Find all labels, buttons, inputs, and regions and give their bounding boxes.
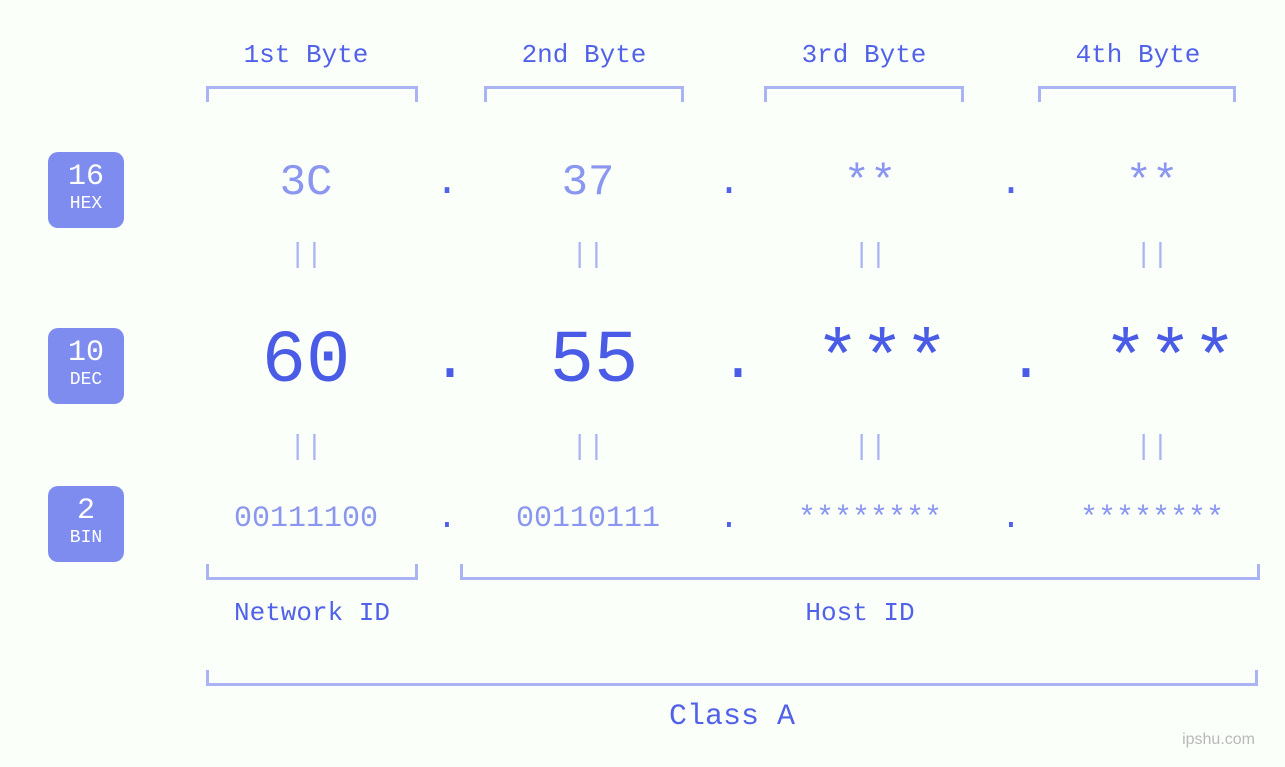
class-bracket	[206, 670, 1258, 686]
dot: .	[1008, 328, 1044, 396]
hex-row: 3C . 37 . ** . **	[180, 158, 1255, 208]
dec-byte-3: ***	[756, 320, 1008, 404]
dot: .	[720, 328, 756, 396]
byte-bracket-1	[206, 86, 418, 102]
base-label-bin: BIN	[70, 526, 102, 551]
equals-row-2	[180, 432, 1255, 463]
class-label: Class A	[206, 700, 1258, 734]
network-id-label: Network ID	[206, 598, 418, 628]
dot: .	[432, 161, 462, 206]
hex-byte-2: 37	[462, 158, 714, 208]
equals-icon	[1026, 240, 1278, 271]
equals-icon	[180, 432, 432, 463]
equals-icon	[1026, 432, 1278, 463]
base-num-hex: 16	[68, 162, 104, 192]
dec-row: 60 . 55 . *** . ***	[180, 320, 1255, 404]
network-id-bracket	[206, 564, 418, 580]
byte-bracket-4	[1038, 86, 1236, 102]
bin-byte-3: ********	[744, 502, 996, 536]
equals-icon	[180, 240, 432, 271]
byte-bracket-3	[764, 86, 964, 102]
host-id-bracket	[460, 564, 1260, 580]
base-num-bin: 2	[77, 496, 95, 526]
dot: .	[996, 500, 1026, 538]
bin-byte-2: 00110111	[462, 502, 714, 536]
dot: .	[432, 328, 468, 396]
dec-byte-2: 55	[468, 320, 720, 404]
byte-header-2: 2nd Byte	[474, 40, 694, 70]
dot: .	[996, 161, 1026, 206]
dec-byte-1: 60	[180, 320, 432, 404]
ip-diagram: 1st Byte 2nd Byte 3rd Byte 4th Byte 16 H…	[0, 0, 1285, 767]
byte-header-1: 1st Byte	[196, 40, 416, 70]
bin-byte-1: 00111100	[180, 502, 432, 536]
byte-header-3: 3rd Byte	[754, 40, 974, 70]
byte-bracket-2	[484, 86, 684, 102]
watermark: ipshu.com	[1182, 731, 1255, 749]
hex-byte-1: 3C	[180, 158, 432, 208]
equals-icon	[462, 240, 714, 271]
base-label-hex: HEX	[70, 192, 102, 217]
hex-byte-3: **	[744, 158, 996, 208]
equals-icon	[462, 432, 714, 463]
base-badge-dec: 10 DEC	[48, 328, 124, 404]
byte-header-4: 4th Byte	[1028, 40, 1248, 70]
bin-row: 00111100 . 00110111 . ******** . *******…	[180, 500, 1255, 538]
host-id-label: Host ID	[460, 598, 1260, 628]
hex-byte-4: **	[1026, 158, 1278, 208]
dot: .	[714, 500, 744, 538]
dec-byte-4: ***	[1044, 320, 1285, 404]
bin-byte-4: ********	[1026, 502, 1278, 536]
dot: .	[714, 161, 744, 206]
equals-icon	[744, 432, 996, 463]
base-num-dec: 10	[68, 338, 104, 368]
base-badge-hex: 16 HEX	[48, 152, 124, 228]
equals-icon	[744, 240, 996, 271]
dot: .	[432, 500, 462, 538]
base-label-dec: DEC	[70, 368, 102, 393]
base-badge-bin: 2 BIN	[48, 486, 124, 562]
equals-row-1	[180, 240, 1255, 271]
